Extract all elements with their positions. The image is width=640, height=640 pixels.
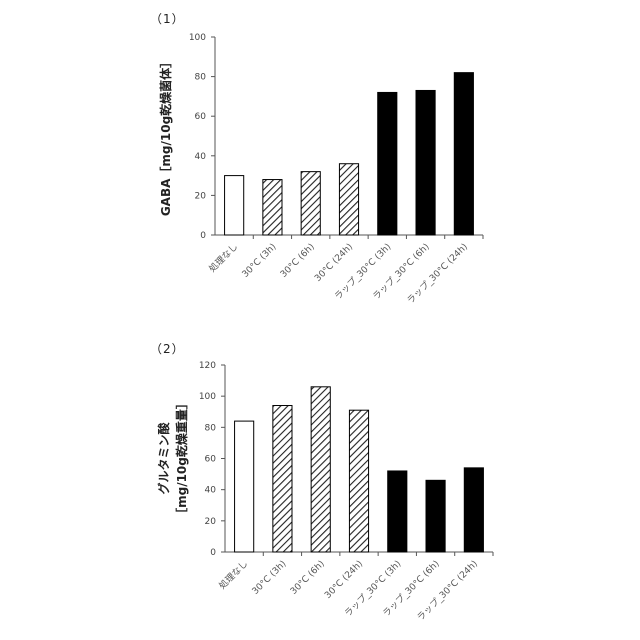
category-label: 30°C (24h) — [313, 242, 355, 284]
category-label: 30°C (6h) — [289, 559, 327, 597]
bar — [301, 172, 320, 235]
y-tick-label: 60 — [195, 112, 207, 122]
y-tick-label: 40 — [205, 486, 217, 496]
bar — [349, 410, 368, 552]
bar — [235, 421, 254, 552]
y-tick-label: 60 — [205, 455, 217, 465]
bar — [263, 180, 282, 235]
glutamic-acid-chart: 0 20 40 60 80 100 120 処理なし30°C (3h)30°C (6h)30°… — [156, 361, 493, 623]
y-tick-label: 20 — [195, 191, 207, 201]
bar — [225, 176, 244, 235]
category-label: 30°C (3h) — [241, 242, 279, 280]
bar — [311, 387, 330, 552]
bar — [426, 480, 445, 552]
y-tick-label: 80 — [195, 73, 207, 83]
category-label: 処理なし — [206, 241, 240, 275]
y-tick-label: 0 — [200, 231, 206, 241]
bar — [378, 92, 397, 235]
y-axis-label: GABA［mg/10g乾燥菌体］ — [158, 56, 173, 216]
category-label: 30°C (24h) — [323, 559, 365, 601]
y-tick-label: 40 — [195, 152, 207, 162]
y-tick-label: 20 — [205, 517, 217, 527]
y-tick-label: 80 — [205, 423, 217, 433]
y-tick-label: 100 — [199, 392, 216, 402]
bar — [388, 471, 407, 552]
category-label: 30°C (3h) — [251, 559, 289, 597]
bar — [273, 406, 292, 552]
category-label: 処理なし — [216, 558, 250, 592]
category-label: 30°C (6h) — [279, 242, 317, 280]
bar — [416, 90, 435, 235]
bar — [339, 164, 358, 235]
bar — [454, 73, 473, 235]
y-axis-label-line: グルタミン酸 — [156, 422, 171, 495]
y-tick-label: 100 — [189, 33, 206, 43]
y-tick-label: 120 — [199, 361, 216, 371]
gaba-chart: 0 20 40 60 80 100 処理なし30°C (3h)30°C (6h)30°C (… — [158, 33, 483, 306]
y-axis-label-line: ［mg/10g乾燥重量］ — [174, 397, 189, 520]
y-tick-label: 0 — [210, 548, 216, 558]
bar — [464, 468, 483, 552]
